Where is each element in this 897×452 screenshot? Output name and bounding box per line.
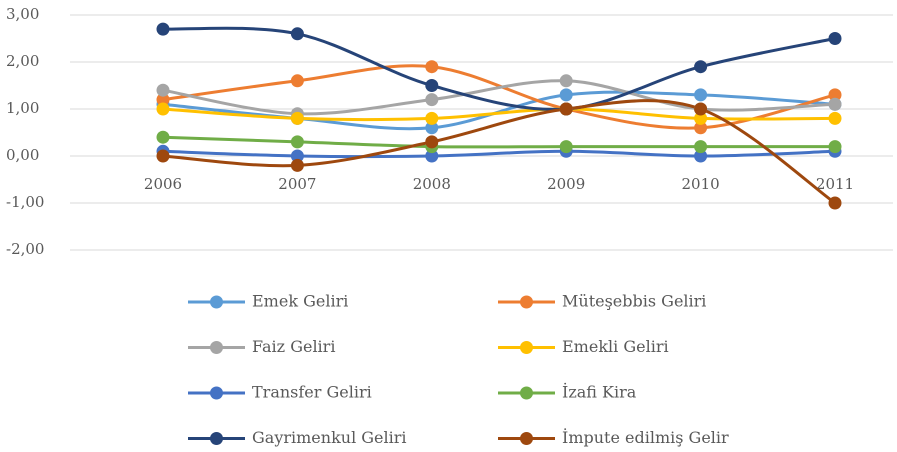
data-point [425, 149, 439, 163]
data-point [425, 79, 439, 92]
data-point [290, 135, 304, 149]
legend-marker [520, 341, 533, 354]
y-tick-label: 0,00 [6, 146, 39, 164]
data-point [694, 111, 708, 125]
series-line [162, 26, 836, 111]
legend-label: Gayrimenkul Geliri [252, 428, 407, 447]
data-point [156, 83, 170, 97]
data-point [828, 32, 842, 45]
data-point [290, 149, 304, 163]
data-point [425, 93, 439, 107]
legend-marker [520, 432, 533, 445]
data-point [290, 74, 304, 88]
legend-marker [520, 295, 533, 309]
series-line [162, 107, 836, 122]
data-point [425, 111, 439, 125]
data-point [290, 111, 304, 125]
legend-label: Faiz Geliri [252, 337, 335, 356]
data-point [425, 60, 439, 74]
data-point [694, 121, 708, 135]
data-point [156, 22, 170, 36]
x-tick-label: 2010 [682, 175, 720, 193]
data-point [559, 140, 573, 154]
legend-marker [210, 341, 223, 354]
data-point [290, 27, 304, 41]
legend-marker [210, 432, 223, 445]
data-point [828, 196, 842, 210]
x-tick-label: 2007 [278, 175, 316, 193]
legend-label: Emekli Geliri [562, 337, 669, 356]
data-point [156, 93, 170, 107]
data-point [828, 140, 842, 154]
series-line [162, 79, 836, 116]
legend-label: İzafi Kira [562, 382, 637, 402]
legend-marker [210, 295, 223, 309]
series-line [162, 64, 836, 130]
legend-label: Müteşebbis Geliri [562, 292, 706, 311]
series-line [162, 135, 835, 149]
x-tick-label: 2008 [413, 175, 451, 193]
data-point [425, 121, 439, 135]
data-point [828, 97, 842, 111]
data-point [156, 149, 170, 163]
data-point [694, 60, 708, 74]
data-point [694, 140, 708, 154]
data-point [694, 149, 708, 163]
x-tick-label: 2011 [816, 175, 854, 193]
data-point [156, 102, 170, 116]
y-tick-label: 1,00 [6, 99, 39, 117]
series-line [162, 149, 836, 159]
data-point [694, 102, 708, 116]
legend-label: Transfer Geliri [252, 383, 372, 402]
y-tick-label: -1,00 [6, 193, 44, 211]
data-point [828, 88, 842, 102]
data-point [559, 102, 573, 116]
legend-label: Emek Geliri [252, 292, 348, 311]
data-point [156, 130, 170, 144]
data-point [828, 111, 842, 125]
data-point [694, 88, 708, 102]
y-tick-label: 3,00 [6, 5, 39, 23]
data-point [290, 158, 304, 172]
data-point [559, 74, 573, 88]
legend-marker [520, 386, 533, 400]
y-tick-label: 2,00 [6, 52, 39, 70]
data-point [559, 88, 573, 102]
series-line [162, 99, 836, 205]
legend-marker [210, 386, 223, 400]
legend-label: İmpute edilmiş Gelir [562, 427, 729, 447]
x-tick-label: 2006 [144, 175, 182, 193]
y-tick-label: -2,00 [6, 240, 44, 258]
data-point [425, 135, 439, 149]
x-tick-label: 2009 [547, 175, 585, 193]
